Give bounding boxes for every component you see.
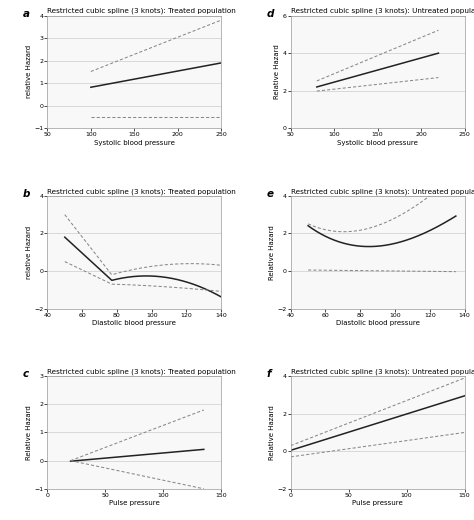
X-axis label: Pulse pressure: Pulse pressure — [352, 500, 403, 506]
Text: d: d — [266, 9, 274, 19]
Text: f: f — [266, 369, 271, 380]
Text: a: a — [23, 9, 30, 19]
Text: Restricted cubic spline (3 knots): Untreated population: Restricted cubic spline (3 knots): Untre… — [291, 368, 474, 375]
Y-axis label: relative Hazard: relative Hazard — [26, 45, 32, 98]
Text: e: e — [266, 189, 273, 199]
Text: Restricted cubic spline (3 knots): Untreated population: Restricted cubic spline (3 knots): Untre… — [291, 188, 474, 194]
Y-axis label: Relative Hazard: Relative Hazard — [269, 225, 275, 280]
Text: b: b — [23, 189, 30, 199]
X-axis label: Systolic blood pressure: Systolic blood pressure — [94, 139, 175, 146]
X-axis label: Diastolic blood pressure: Diastolic blood pressure — [336, 320, 419, 326]
Text: Restricted cubic spline (3 knots): Untreated population: Restricted cubic spline (3 knots): Untre… — [291, 8, 474, 15]
Text: c: c — [23, 369, 29, 380]
Text: Restricted cubic spline (3 knots): Treated population: Restricted cubic spline (3 knots): Treat… — [47, 188, 236, 194]
Text: Restricted cubic spline (3 knots): Treated population: Restricted cubic spline (3 knots): Treat… — [47, 368, 236, 375]
X-axis label: Pulse pressure: Pulse pressure — [109, 500, 160, 506]
Y-axis label: Relative Hazard: Relative Hazard — [269, 405, 275, 460]
X-axis label: Systolic blood pressure: Systolic blood pressure — [337, 139, 418, 146]
Y-axis label: relative Hazard: relative Hazard — [26, 226, 32, 279]
Y-axis label: Relative Hazard: Relative Hazard — [26, 405, 32, 460]
Y-axis label: Relative Hazard: Relative Hazard — [274, 45, 281, 99]
Text: Restricted cubic spline (3 knots): Treated population: Restricted cubic spline (3 knots): Treat… — [47, 8, 236, 15]
X-axis label: Diastolic blood pressure: Diastolic blood pressure — [92, 320, 176, 326]
